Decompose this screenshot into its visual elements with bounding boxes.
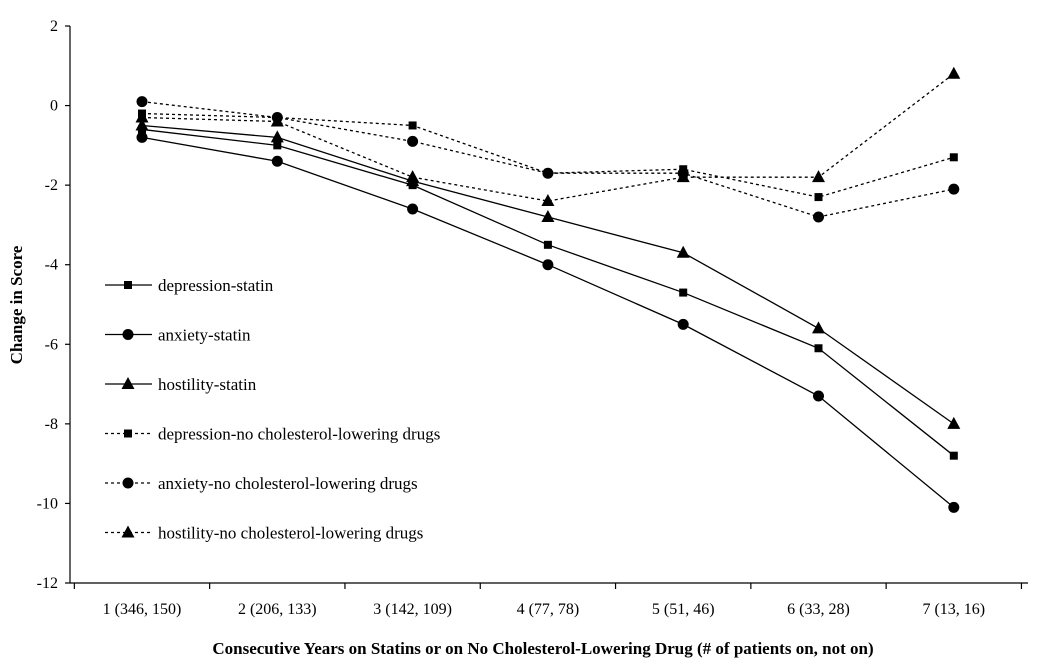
- legend-entry: hostility-statin: [105, 375, 257, 394]
- legend-entry: hostility-no cholesterol-lowering drugs: [105, 524, 423, 543]
- legend-label: depression-statin: [158, 276, 274, 295]
- x-axis-ticks: 1 (346, 150) 2 (206, 133) 3 (142, 109) 4 (7…: [73, 583, 1023, 618]
- legend: depression-statin anxiety-statin hostility…: [105, 276, 440, 543]
- legend-marker: [121, 377, 135, 389]
- legend-label: anxiety-statin: [158, 326, 251, 345]
- series-hostility-statin: [135, 118, 961, 429]
- data-point: [270, 130, 284, 143]
- series-line: [141, 112, 954, 198]
- legend-marker: [124, 281, 132, 289]
- data-point: [271, 155, 283, 167]
- data-point: [542, 259, 554, 271]
- y-axis-ticks: 2 0 -2 -4 -6 -8 -10 -12: [37, 18, 70, 592]
- data-point: [406, 170, 420, 183]
- data-point: [408, 121, 417, 130]
- series-hostility-no-cholesterol-lowering-drugs: [135, 66, 961, 207]
- y-tick-label: -10: [37, 495, 58, 512]
- data-point: [948, 183, 960, 195]
- data-point: [812, 170, 825, 183]
- data-point: [814, 344, 823, 353]
- x-tick-label: 5 (51, 46): [652, 601, 715, 618]
- legend-entry: depression-no cholesterol-lowering drugs: [105, 425, 440, 444]
- legend-label: hostility-no cholesterol-lowering drugs: [158, 524, 423, 543]
- y-tick-label: 2: [50, 18, 58, 35]
- data-point: [949, 451, 958, 460]
- data-point: [676, 245, 690, 258]
- x-tick-label: 3 (142, 109): [373, 601, 452, 618]
- y-tick-label: -2: [45, 177, 58, 194]
- legend-label: depression-no cholesterol-lowering drugs: [158, 425, 440, 444]
- y-tick-label: -12: [37, 575, 58, 592]
- data-point: [676, 170, 690, 183]
- series-anxiety-statin: [136, 131, 960, 513]
- data-point: [135, 118, 149, 131]
- data-point: [407, 203, 419, 215]
- data-point: [813, 211, 824, 223]
- data-point: [136, 131, 148, 143]
- x-tick-label: 4 (77, 78): [517, 601, 580, 618]
- y-axis-title: Change in Score: [7, 245, 26, 364]
- legend-entry: anxiety-no cholesterol-lowering drugs: [105, 474, 418, 493]
- data-point: [135, 110, 149, 123]
- legend-marker: [122, 329, 134, 340]
- x-axis-title: Consecutive Years on Statins or on No Ch…: [212, 639, 873, 658]
- legend-marker: [124, 429, 132, 438]
- data-point: [542, 167, 554, 179]
- legend-entry: depression-statin: [105, 276, 274, 295]
- data-point: [273, 141, 282, 150]
- series-line: [141, 73, 955, 202]
- data-point: [812, 321, 825, 334]
- data-point: [677, 318, 689, 330]
- legend-label: hostility-statin: [158, 375, 257, 394]
- data-point: [136, 96, 148, 108]
- x-tick-label: 6 (33, 28): [787, 601, 850, 618]
- data-point: [948, 501, 960, 513]
- series-depression-no-cholesterol-lowering-drugs: [138, 109, 958, 202]
- data-point: [947, 66, 961, 79]
- y-tick-label: -4: [45, 257, 58, 274]
- y-tick-label: -8: [45, 416, 58, 433]
- data-point: [947, 416, 961, 429]
- legend-entry: anxiety-statin: [105, 326, 251, 345]
- data-point: [543, 240, 552, 249]
- data-point: [407, 135, 419, 147]
- legend-marker: [122, 477, 134, 489]
- data-point: [949, 153, 958, 162]
- y-tick-label: 0: [50, 98, 58, 115]
- data-point: [541, 209, 555, 222]
- series-layer: [135, 66, 961, 513]
- x-tick-label: 7 (13, 16): [922, 601, 985, 618]
- data-point: [813, 390, 824, 402]
- legend-marker: [121, 525, 135, 538]
- legend-label: anxiety-no cholesterol-lowering drugs: [158, 474, 418, 493]
- data-point: [814, 193, 823, 202]
- x-tick-label: 2 (206, 133): [238, 601, 317, 618]
- y-tick-label: -6: [45, 336, 58, 353]
- data-point: [541, 194, 555, 207]
- x-tick-label: 1 (346, 150): [103, 601, 182, 618]
- data-point: [679, 288, 688, 297]
- data-point: [270, 114, 284, 127]
